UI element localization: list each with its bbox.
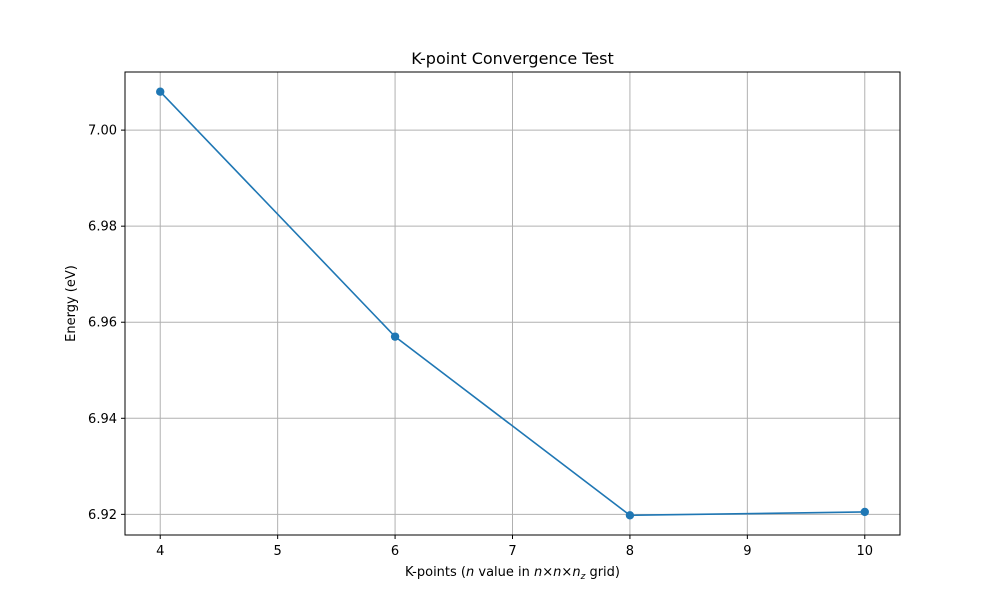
data-point xyxy=(860,507,869,517)
x-axis-label-times-2: × xyxy=(561,565,572,580)
x-axis-label-var-n: n xyxy=(466,565,474,580)
x-axis-label-suffix: grid) xyxy=(585,565,620,580)
x-axis-label-times-1: × xyxy=(542,565,553,580)
y-tick-label: 6.94 xyxy=(88,412,117,427)
x-axis-label-grid-nz-sub: z xyxy=(580,572,586,582)
x-tick-label: 8 xyxy=(626,544,634,559)
y-tick-label: 7.00 xyxy=(88,124,117,139)
data-point xyxy=(625,511,635,520)
x-tick-label: 6 xyxy=(391,544,399,559)
y-tick-label: 6.98 xyxy=(88,220,117,235)
x-axis-label-grid-n2: n xyxy=(553,565,561,580)
data-point xyxy=(390,332,400,341)
x-axis-label-prefix: K-points ( xyxy=(405,565,466,580)
x-tick-label: 4 xyxy=(156,544,164,559)
y-tick-label: 6.92 xyxy=(88,508,117,523)
x-axis-label-mid: value in xyxy=(474,565,534,580)
x-tick-label: 5 xyxy=(274,544,282,559)
x-tick-label: 10 xyxy=(856,544,873,559)
series-layer xyxy=(156,87,869,520)
x-axis-label: K-points (n value in n×n×nz grid) xyxy=(405,565,620,582)
grid-layer xyxy=(125,72,900,535)
x-axis-label-grid-nz: n xyxy=(572,565,580,580)
data-point xyxy=(156,87,165,96)
x-axis-label-grid-n1: n xyxy=(534,565,542,580)
y-tick-label: 6.96 xyxy=(88,316,117,331)
series-line xyxy=(159,91,865,517)
chart-title: K-point Convergence Test xyxy=(411,49,614,68)
y-axis-label: Energy (eV) xyxy=(64,265,79,342)
tick-layer: 4 5 6 7 8 9 10 6.92 6.94 6.96 6.98 7.00 xyxy=(88,124,873,559)
x-tick-label: 9 xyxy=(743,544,751,559)
x-tick-label: 7 xyxy=(508,544,516,559)
